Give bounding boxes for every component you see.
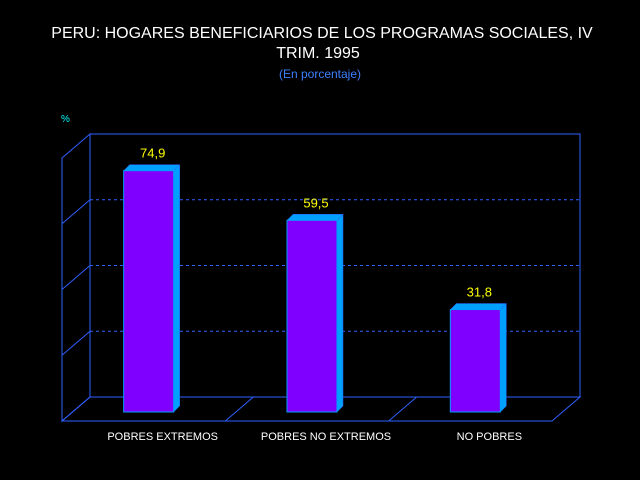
bar-side-face bbox=[173, 164, 180, 413]
floor-divider bbox=[388, 396, 417, 422]
bar-side-face bbox=[336, 213, 344, 413]
gridline-side bbox=[61, 330, 91, 356]
bar-front-face bbox=[123, 170, 175, 413]
bar bbox=[123, 164, 181, 413]
gridline-side bbox=[61, 199, 91, 225]
labels: 74,9 POBRES EXTREMOS 59,5 POBRES NO EXTREMO… bbox=[107, 146, 522, 443]
bar-top-face bbox=[286, 214, 344, 221]
gridline-side bbox=[61, 265, 91, 290]
chart-title-line-1: PERU: HOGARES BENEFICIARIOS DE LOS PROGR… bbox=[51, 25, 593, 42]
bar-value-label: 59,5 bbox=[303, 195, 328, 210]
floor-divider bbox=[225, 396, 254, 422]
bar bbox=[449, 302, 507, 413]
bar-side-face bbox=[500, 302, 507, 413]
category-label: POBRES EXTREMOS bbox=[107, 431, 218, 443]
chart-subtitle: (En porcentaje) bbox=[279, 67, 361, 81]
chart-title-line-2: TRIM. 1995 bbox=[276, 45, 360, 62]
y-axis-unit-label: % bbox=[61, 114, 70, 125]
bar-top-face bbox=[123, 164, 181, 171]
bar-value-label: 31,8 bbox=[467, 285, 492, 300]
bar-front-face bbox=[286, 219, 338, 413]
category-label: NO POBRES bbox=[457, 431, 522, 443]
bar-front-face bbox=[449, 309, 501, 413]
bars bbox=[123, 164, 507, 413]
bar-value-label: 74,9 bbox=[140, 146, 165, 161]
category-label: POBRES NO EXTREMOS bbox=[261, 431, 391, 443]
bar bbox=[286, 213, 344, 413]
bar-top-face bbox=[449, 303, 507, 310]
